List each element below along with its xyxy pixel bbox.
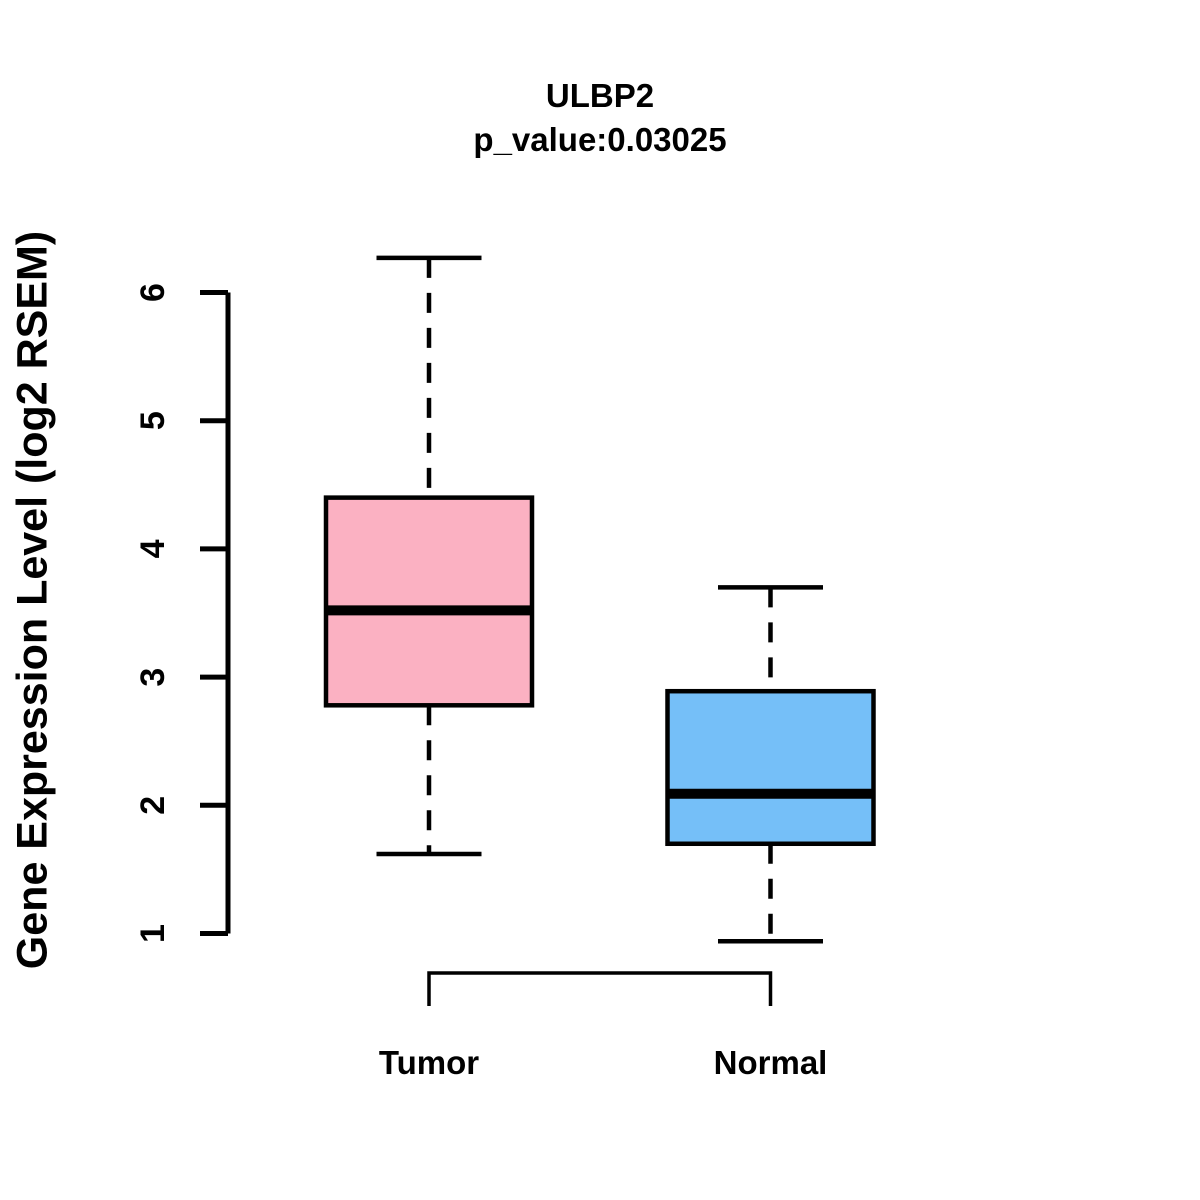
x-axis-label-tumor: Tumor [379,1044,479,1081]
x-axis-bracket [427,971,773,1006]
y-axis-tick-label-4: 4 [134,539,172,558]
chart-title: ULBP2 [545,77,655,114]
chart-subtitle-pvalue: p_value:0.03025 [473,121,727,158]
x-axis-label-normal: Normal [714,1044,828,1081]
normal-box [665,688,876,847]
title-block: ULBP2 p_value:0.03025 [0,74,1200,162]
tumor-box [323,495,535,708]
y-axis-tick-label-3: 3 [134,668,172,687]
y-axis-tick-label-2: 2 [134,796,172,815]
y-axis-tick-label-6: 6 [134,283,172,302]
y-axis-tick-label-5: 5 [134,411,172,430]
y-axis-tick-label-1: 1 [134,924,172,943]
